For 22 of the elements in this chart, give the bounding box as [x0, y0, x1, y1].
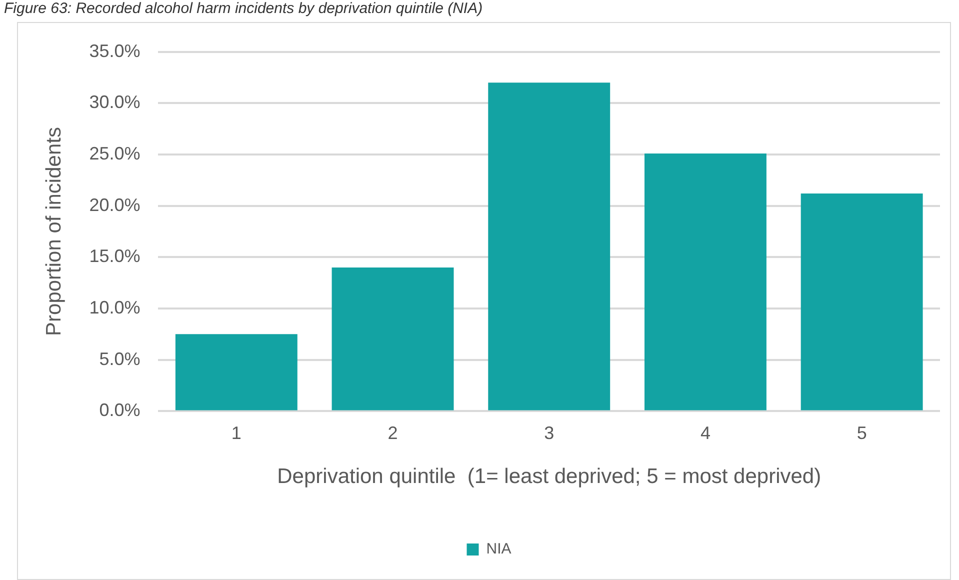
chart-title: Figure 63: Recorded alcohol harm incidents by deprivation quintile (NIA) [4, 0, 483, 17]
x-tick-label: 5 [856, 422, 867, 443]
x-tick-label: 3 [544, 422, 554, 443]
y-tick-label: 20.0% [89, 194, 140, 215]
y-tick-label: 15.0% [89, 246, 140, 266]
y-tick-label: 10.0% [89, 297, 140, 318]
x-axis-title: Deprivation quintile (1= least deprived; 5 = most deprived) [277, 465, 822, 488]
y-tick-label: 30.0% [89, 92, 140, 112]
bar [644, 153, 766, 410]
y-tick-label: 0.0% [99, 400, 140, 420]
x-tick-label: 4 [700, 422, 710, 443]
x-tick-label: 1 [231, 422, 242, 443]
bar [332, 267, 454, 410]
x-tick-label: 2 [388, 422, 398, 443]
bar [488, 82, 610, 410]
bar [800, 194, 923, 410]
y-tick-label: 35.0% [89, 40, 140, 61]
legend-label: NIA [486, 540, 512, 558]
y-tick-label: 25.0% [89, 143, 140, 164]
y-tick-label: 5.0% [99, 348, 140, 369]
y-axis-title: Proportion of incidents [42, 127, 66, 336]
bar [175, 334, 298, 410]
